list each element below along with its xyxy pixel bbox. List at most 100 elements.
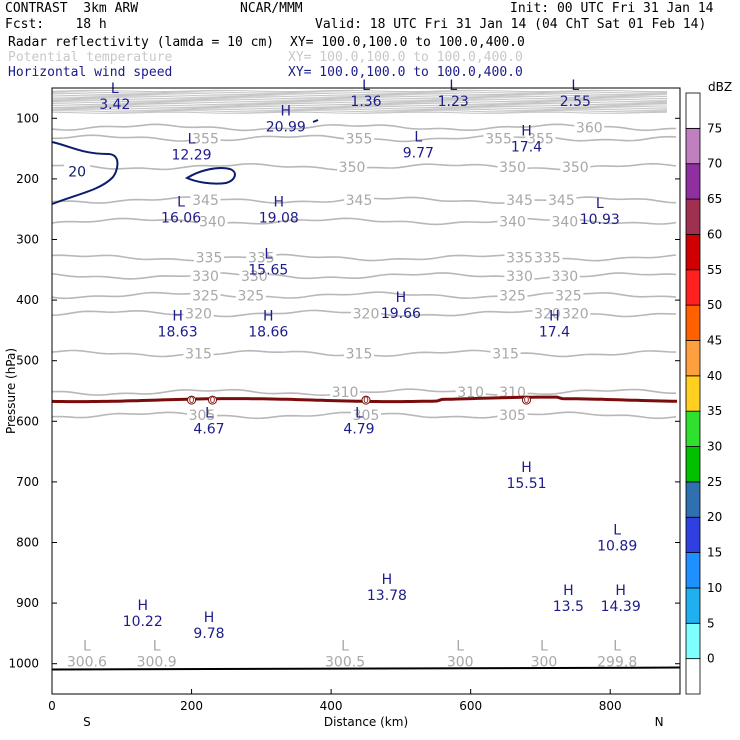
theta-label: 335 [534,251,561,267]
colorbar-level-label: 30 [707,440,722,454]
upper-theta-line [52,101,668,104]
extremum-value: 18.66 [248,324,288,340]
y-tick-label: 400 [16,293,39,307]
upper-theta-line [51,107,668,110]
y-tick-label: 200 [16,172,39,186]
x-end-label-left: S [83,715,91,729]
y-tick-label: 300 [16,233,39,247]
y-tick-label: 500 [16,354,39,368]
field-wind-name: Horizontal wind speed [8,65,173,80]
upper-theta-line [51,100,668,103]
extremum-value: 12.29 [172,147,212,163]
extremum-value: 9.78 [193,626,224,642]
extremum-value: 300.5 [325,655,365,671]
theta-label-bg [337,158,368,173]
upper-theta-line [51,92,668,96]
theta-label: 325 [555,288,582,304]
extremum-low-marker: L [83,639,91,655]
theta-label: 335 [506,251,533,267]
extremum-high-marker: H [280,104,291,120]
colorbar-level-label: 35 [707,404,722,418]
colorbar-level-label: 60 [707,227,722,241]
y-axis-label: Pressure (hPa) [4,348,18,434]
colorbar-level-label: 5 [707,616,715,630]
extremum-value: 300 [447,655,474,671]
freezing-level-marker [207,395,217,405]
extremum-value: 10.93 [580,212,620,228]
extremum-low-marker: L [264,247,272,263]
colorbar-level-label: 65 [707,192,722,206]
theta-label: 330 [241,269,268,285]
x-tick-label: 200 [180,699,203,713]
theta-label-bg [525,130,556,145]
extremum-high-marker: H [396,290,407,306]
colorbar-level-label: 55 [707,263,722,277]
theta-label-bg [455,384,486,399]
colorbar-level-label: 10 [707,581,722,595]
colorbar-level-label: 50 [707,298,722,312]
theta-label-bg [183,345,214,360]
upper-theta-line [51,104,668,107]
theta-label-bg [504,192,535,207]
colorbar-swatch [685,92,701,129]
colorbar-swatch [685,269,701,306]
freezing-level-marker [187,395,197,405]
theta-label: 345 [548,193,575,209]
upper-theta-line [51,91,668,94]
colorbar-level-label: 15 [707,546,722,560]
theta-label-bg [497,407,528,422]
freezing-level-label: 0 [210,396,216,406]
theta-label-bg [344,192,375,207]
theta-label: 355 [485,131,512,147]
theta-label: 350 [562,160,589,176]
colorbar-swatch [685,446,701,483]
theta-label: 360 [576,120,603,136]
theta-label-bg [546,192,577,207]
theta-contour-330 [51,272,677,280]
upper-theta-band [51,89,668,114]
extremum-value: 14.39 [601,599,641,615]
extremum-value: 19.66 [381,306,421,322]
upper-theta-line [52,97,668,100]
extremum-high-marker: H [137,598,148,614]
extremum-value: 4.67 [193,421,224,437]
theta-label-bg [330,384,361,399]
upper-theta-line [51,94,667,97]
upper-theta-line [51,95,668,98]
extremum-high-marker: H [615,583,626,599]
x-tick-label: 400 [320,699,343,713]
y-tick-label: 700 [16,475,39,489]
extremum-high-marker: H [521,460,532,476]
theta-label: 335 [196,251,223,267]
wind-contour-closed [184,167,236,185]
extremum-low-marker: L [341,639,349,655]
extremum-value: 3.42 [99,97,130,113]
y-tick-label: 900 [16,596,39,610]
field-theta-xy: XY= 100.0,100.0 to 100.0,400.0 [288,50,523,65]
theta-label: 325 [237,288,264,304]
theta-label-bg [490,345,521,360]
colorbar-swatch [685,481,701,518]
theta-label-bg [239,267,270,282]
freezing-level-label: 0 [189,396,195,406]
colorbar-level-label: 75 [707,121,722,135]
x-tick-label: 0 [48,699,56,713]
extremum-value: 18.63 [158,324,198,340]
theta-label-bg [344,130,375,145]
theta-label-bg [504,267,535,282]
valid-time: Valid: 18 UTC Fri 31 Jan 14 (04 ChT Sat … [315,17,707,32]
upper-theta-line [51,98,668,101]
theta-label-bg [497,287,528,302]
extremum-value: 300.9 [137,655,177,671]
theta-label: 315 [492,346,519,362]
theta-label-bg [560,305,591,320]
colorbar: 0 5 10 15 20 25 30 35 40 45 50 55 60 65 70 75 dBZ [685,80,732,695]
extremum-low-marker: L [456,639,464,655]
extremum-low-marker: L [205,405,213,421]
theta-label: 345 [192,193,219,209]
theta-label-bg [190,130,221,145]
upper-theta-line [52,105,668,109]
extremum-low-marker: L [355,405,363,421]
colorbar-swatch [685,163,701,200]
colorbar-level-label: 20 [707,510,722,524]
